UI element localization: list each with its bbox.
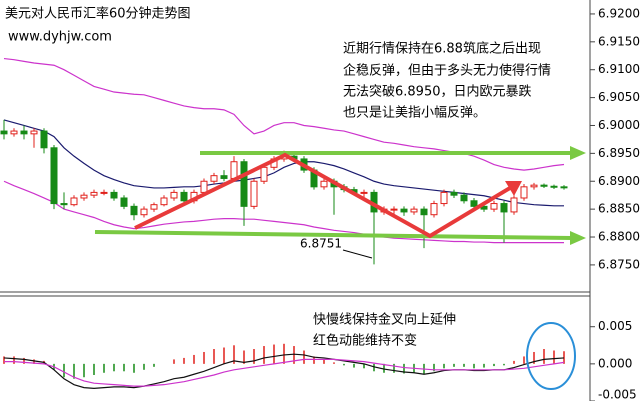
candle-body xyxy=(560,186,568,189)
candle-body xyxy=(140,208,148,216)
candle-body xyxy=(490,203,498,210)
candle-body xyxy=(150,204,158,210)
candle-body xyxy=(520,186,528,199)
y-tick-label: -0.005 xyxy=(598,388,637,401)
candle-body xyxy=(260,166,268,182)
candle-body xyxy=(360,191,368,194)
annotation: 也只是让美指小幅反弹。 xyxy=(343,106,486,121)
y-tick-label: 6.9200 xyxy=(598,6,640,20)
plot-marks xyxy=(0,57,568,389)
candle-body xyxy=(40,130,48,149)
band-line xyxy=(3,180,564,244)
candle-body xyxy=(460,194,468,202)
candle-body xyxy=(390,208,398,211)
candle-body xyxy=(500,203,508,213)
candle-body xyxy=(120,197,128,207)
candle-body xyxy=(130,205,138,216)
band-line xyxy=(3,57,565,171)
candle-body xyxy=(50,147,58,205)
candle-body xyxy=(480,205,488,210)
annotation: 近期行情保持在6.88筑底之后出现 xyxy=(343,41,541,57)
annotation: 红色动能维持不变 xyxy=(313,333,417,349)
chart-title: 美元对人民币汇率60分钟走势图 xyxy=(5,6,191,22)
annotation: 无法突破6.8950，日内欧元暴跌 xyxy=(343,84,532,100)
candle-body xyxy=(540,184,548,187)
candle-body xyxy=(440,191,448,205)
y-tick-label: 6.9050 xyxy=(598,90,640,104)
pointer-line xyxy=(342,249,373,259)
candle-body xyxy=(170,191,178,199)
candle-body xyxy=(430,203,438,216)
candle-body xyxy=(220,175,228,179)
candle-body xyxy=(230,161,238,179)
candle-body xyxy=(160,197,168,206)
candle-body xyxy=(510,197,518,213)
candle-body xyxy=(60,203,68,206)
trend-arrows xyxy=(134,152,522,239)
y-tick-label: 6.9000 xyxy=(598,118,640,132)
y-tick-label: 6.9100 xyxy=(598,62,640,76)
candle-body xyxy=(210,175,218,182)
low-label: 6.8751 xyxy=(300,237,342,251)
support-resistance-arrows xyxy=(94,146,586,245)
candle-body xyxy=(250,180,258,207)
candle-body xyxy=(90,191,98,196)
candle-body xyxy=(400,208,408,213)
candle-body xyxy=(100,191,108,194)
candle-body xyxy=(450,191,458,196)
candle-body xyxy=(30,130,38,135)
candle-body xyxy=(10,130,18,135)
y-tick-label: 0.005 xyxy=(598,319,632,333)
annotation: 企稳反弹，但由于多头无力使得行情 xyxy=(343,63,551,79)
candle-body xyxy=(180,191,188,202)
y-tick-label: 0.000 xyxy=(598,356,632,370)
annotation-block: 近期行情保持在6.88筑底之后出现 企稳反弹，但由于多头无力使得行情 无法突破6… xyxy=(313,41,551,349)
annotation: 快慢线保持金叉向上延伸 xyxy=(313,312,456,328)
y-tick-label: 6.8950 xyxy=(598,146,640,160)
band-line xyxy=(3,119,564,207)
candle-body xyxy=(70,197,78,206)
candle-body xyxy=(420,208,428,216)
candle-body xyxy=(470,200,478,207)
candle-body xyxy=(20,130,28,135)
macd-line xyxy=(4,358,565,387)
candle-body xyxy=(410,208,418,213)
y-tick-label: 6.8850 xyxy=(598,202,640,216)
y-tick-label: 6.8750 xyxy=(598,257,640,271)
y-tick-label: 6.9150 xyxy=(598,34,640,48)
y-tick-label: 6.8800 xyxy=(598,230,640,244)
y-tick-label: 6.8900 xyxy=(598,174,640,188)
subtitle: www.dyhjw.com xyxy=(8,30,112,45)
candle-body xyxy=(530,184,538,188)
candle-body xyxy=(240,161,248,207)
candle-body xyxy=(200,180,208,193)
candle-body xyxy=(110,191,118,199)
highlight-ellipse xyxy=(526,322,576,390)
candle-body xyxy=(0,130,8,135)
candle-body xyxy=(550,185,558,188)
candle-body xyxy=(320,180,328,188)
candle-body xyxy=(80,194,88,199)
